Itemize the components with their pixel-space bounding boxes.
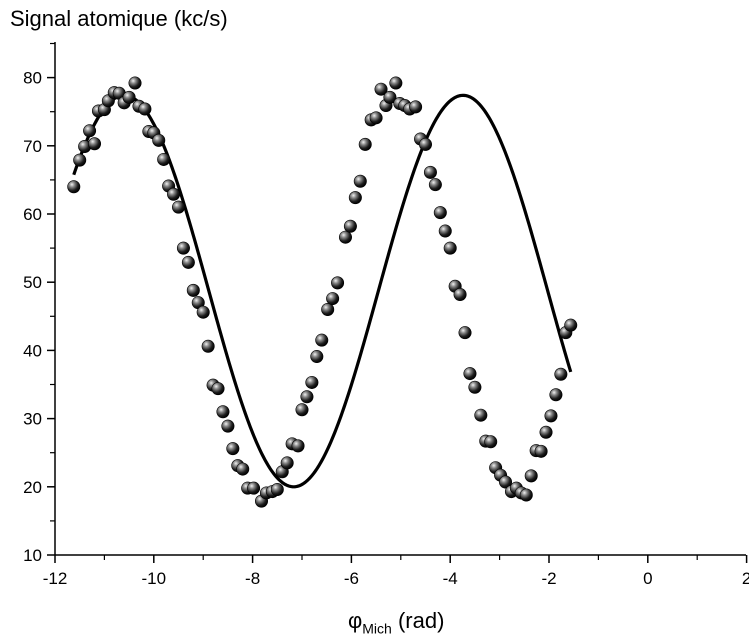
data-point <box>326 292 340 306</box>
data-point <box>201 339 215 353</box>
data-point <box>291 439 305 453</box>
y-tick-label: 20 <box>23 478 42 497</box>
data-point <box>247 481 261 495</box>
data-point <box>300 390 314 404</box>
data-point <box>211 382 225 396</box>
y-tick-label: 80 <box>23 69 42 88</box>
data-point <box>167 187 181 201</box>
data-point <box>270 483 284 497</box>
y-tick-label: 30 <box>23 410 42 429</box>
data-point <box>463 367 477 381</box>
data-point <box>181 255 195 269</box>
data-point <box>331 276 345 290</box>
data-point <box>539 425 553 439</box>
data-point <box>221 419 235 433</box>
data-point <box>418 137 432 151</box>
x-tick-label: -2 <box>541 569 556 588</box>
x-tick-label: -6 <box>344 569 359 588</box>
data-point <box>358 137 372 151</box>
y-tick-label: 50 <box>23 273 42 292</box>
x-tick-label: -12 <box>43 569 68 588</box>
data-point <box>196 305 210 319</box>
data-point <box>499 475 513 489</box>
data-point <box>348 191 362 205</box>
data-point <box>433 206 447 220</box>
data-point <box>564 318 578 332</box>
y-tick-label: 40 <box>23 341 42 360</box>
data-point <box>458 326 472 340</box>
y-tick-label: 10 <box>23 546 42 565</box>
data-point <box>443 241 457 255</box>
data-point <box>226 442 240 456</box>
data-point <box>186 283 200 297</box>
data-point <box>122 90 136 104</box>
data-point <box>310 350 324 364</box>
data-point <box>73 153 87 167</box>
x-tick-label: -10 <box>142 569 167 588</box>
y-axis-label: Signal atomique (kc/s) <box>10 6 228 31</box>
data-point <box>176 241 190 255</box>
data-point <box>468 380 482 394</box>
x-tick-label: -4 <box>443 569 458 588</box>
data-point <box>216 405 230 419</box>
data-point <box>321 302 335 316</box>
y-tick-label: 60 <box>23 205 42 224</box>
x-tick-label: -8 <box>245 569 260 588</box>
data-point <box>423 165 437 179</box>
data-point <box>138 102 152 116</box>
data-point <box>88 137 102 151</box>
data-point <box>305 375 319 389</box>
data-point <box>280 456 294 470</box>
data-point <box>236 462 250 476</box>
data-point <box>453 287 467 301</box>
data-point <box>157 152 171 166</box>
data-point <box>438 224 452 238</box>
x-axis-label-subscript: Mich <box>362 620 392 637</box>
x-tick-label: 2 <box>742 569 749 588</box>
data-point <box>128 76 142 90</box>
data-point <box>409 100 423 114</box>
data-point <box>315 333 329 347</box>
x-axis-label-unit: (rad) <box>397 608 445 633</box>
data-point <box>428 178 442 192</box>
data-point <box>295 403 309 417</box>
data-point <box>343 219 357 233</box>
data-point <box>83 124 97 138</box>
x-tick-label: 0 <box>643 569 652 588</box>
data-point <box>519 488 533 502</box>
data-point <box>524 469 538 483</box>
data-point <box>544 409 558 423</box>
data-point <box>389 76 403 90</box>
x-axis-label-symbol: φ <box>348 608 363 633</box>
data-point <box>474 408 488 422</box>
data-point <box>152 133 166 147</box>
data-point <box>534 444 548 458</box>
data-point <box>67 180 81 194</box>
data-point <box>338 230 352 244</box>
data-point <box>369 111 383 125</box>
data-point <box>353 174 367 188</box>
y-tick-label: 70 <box>23 137 42 156</box>
data-point <box>383 90 397 104</box>
x-axis-label: φMich (rad) <box>348 608 444 636</box>
fit-curve-line <box>72 93 573 489</box>
data-point <box>554 367 568 381</box>
data-point <box>374 82 388 96</box>
data-point <box>172 200 186 214</box>
data-point <box>484 435 498 449</box>
data-point <box>549 388 563 402</box>
